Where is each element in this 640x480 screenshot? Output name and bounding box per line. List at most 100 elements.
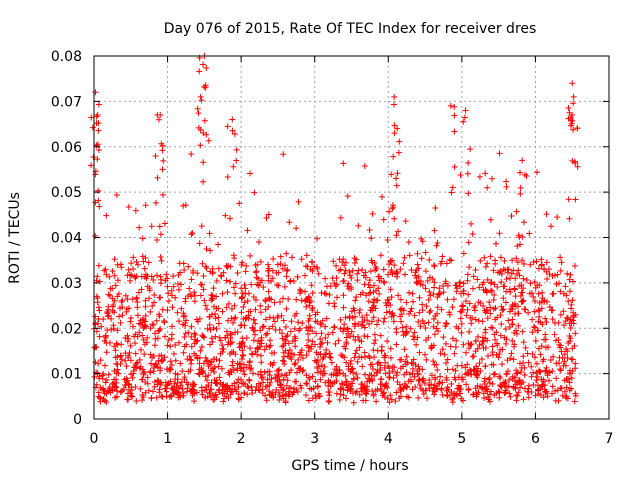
data-point — [344, 193, 351, 200]
data-point — [266, 343, 273, 350]
data-point — [225, 317, 232, 324]
data-point — [423, 356, 430, 363]
data-point — [543, 364, 550, 371]
data-point — [393, 329, 400, 336]
data-point — [535, 306, 542, 313]
data-point — [258, 359, 265, 366]
data-point — [114, 293, 121, 300]
x-tick-label: 1 — [163, 431, 172, 447]
data-point — [248, 383, 255, 390]
data-point — [444, 366, 451, 373]
data-point — [460, 280, 467, 287]
data-point — [512, 293, 519, 300]
data-point — [387, 302, 394, 309]
data-point — [389, 309, 396, 316]
data-point — [439, 391, 446, 398]
data-point — [569, 345, 576, 352]
data-point — [489, 343, 496, 350]
data-point — [480, 390, 487, 397]
data-point — [468, 340, 475, 347]
data-point — [132, 383, 139, 390]
data-point — [241, 299, 248, 306]
data-point — [318, 321, 325, 328]
data-point — [212, 333, 219, 340]
data-point — [134, 359, 141, 366]
data-point — [197, 347, 204, 354]
data-point — [180, 390, 187, 397]
data-point — [388, 171, 395, 178]
data-point — [177, 360, 184, 367]
data-point — [226, 278, 233, 285]
data-point — [202, 394, 209, 401]
data-point — [117, 389, 124, 396]
data-point — [294, 369, 301, 376]
data-point — [150, 388, 157, 395]
data-point — [354, 358, 361, 365]
data-point — [251, 331, 258, 338]
data-point — [354, 375, 361, 382]
data-point — [474, 382, 481, 389]
data-point — [337, 214, 344, 221]
data-point — [281, 360, 288, 367]
data-point — [453, 337, 460, 344]
data-point — [99, 375, 106, 382]
data-point — [137, 317, 144, 324]
data-point — [337, 385, 344, 392]
data-point — [531, 354, 538, 361]
data-point — [100, 396, 107, 403]
y-tick-label: 0.08 — [51, 49, 82, 65]
data-point — [472, 267, 479, 274]
data-point — [227, 330, 234, 337]
data-point — [238, 261, 245, 268]
data-point — [443, 320, 450, 327]
data-point — [305, 348, 312, 355]
data-point — [429, 387, 436, 394]
data-point — [488, 288, 495, 295]
data-point — [366, 284, 373, 291]
data-point — [380, 216, 387, 223]
data-point — [302, 392, 309, 399]
data-point — [425, 334, 432, 341]
data-point — [337, 325, 344, 332]
data-point — [568, 356, 575, 363]
data-point — [463, 312, 470, 319]
data-point — [124, 396, 131, 403]
data-point — [389, 205, 396, 212]
data-point — [95, 147, 102, 154]
data-point — [384, 237, 391, 244]
data-point — [496, 389, 503, 396]
data-point — [131, 333, 138, 340]
data-point — [376, 290, 383, 297]
data-point — [150, 352, 157, 359]
data-point — [418, 255, 425, 262]
data-point — [188, 231, 195, 238]
data-point — [353, 293, 360, 300]
data-point — [426, 288, 433, 295]
data-point — [415, 363, 422, 370]
data-point — [204, 306, 211, 313]
data-point — [563, 393, 570, 400]
data-point — [108, 326, 115, 333]
data-point — [464, 170, 471, 177]
data-point — [501, 390, 508, 397]
data-point — [398, 305, 405, 312]
data-point — [127, 315, 134, 322]
data-point — [195, 110, 202, 117]
data-point — [397, 266, 404, 273]
data-point — [393, 389, 400, 396]
data-point — [281, 262, 288, 269]
data-point — [531, 308, 538, 315]
data-point — [501, 334, 508, 341]
data-point — [202, 302, 209, 309]
data-point — [177, 281, 184, 288]
data-point — [150, 277, 157, 284]
data-point — [250, 337, 257, 344]
data-point — [200, 333, 207, 340]
data-point — [130, 254, 137, 261]
data-point — [280, 386, 287, 393]
data-point — [158, 393, 165, 400]
data-point — [381, 383, 388, 390]
data-point — [148, 394, 155, 401]
data-point — [190, 383, 197, 390]
